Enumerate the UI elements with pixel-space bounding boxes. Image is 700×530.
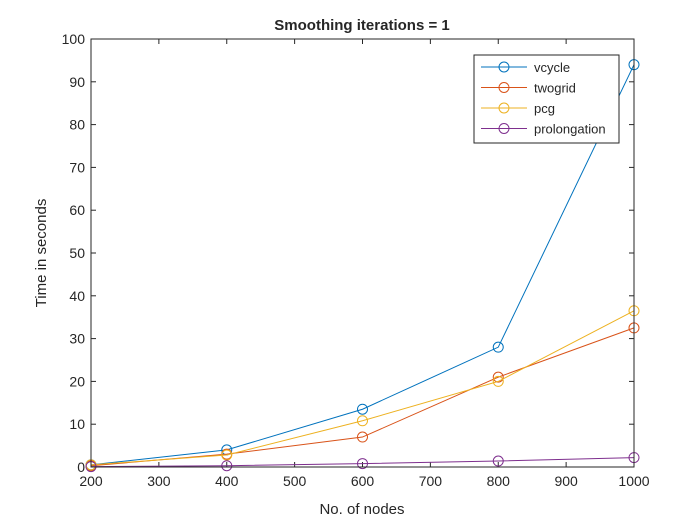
x-tick-label: 600 (351, 473, 375, 489)
y-tick-label: 50 (69, 245, 85, 261)
x-tick-label: 700 (419, 473, 443, 489)
series-prolongation (85, 452, 640, 473)
data-point-pcg (492, 375, 504, 387)
x-tick-label: 300 (147, 473, 171, 489)
x-tick-label: 500 (283, 473, 307, 489)
series-line-pcg (90, 310, 635, 466)
data-point-twogrid (492, 371, 504, 383)
legend-marker (498, 102, 510, 114)
series-line-vcycle (90, 64, 635, 466)
legend-label: twogrid (534, 81, 576, 96)
data-point-vcycle (492, 341, 504, 353)
legend-entry-vcycle: vcycle (481, 60, 570, 75)
x-tick-label: 900 (554, 473, 578, 489)
y-tick-label: 30 (69, 331, 85, 347)
chart-title: Smoothing iterations = 1 (274, 17, 449, 34)
legend-marker (498, 82, 510, 93)
y-tick-label: 10 (69, 416, 85, 432)
data-point-prolongation (357, 458, 368, 470)
legend-entry-prolongation: prolongation (481, 122, 606, 137)
y-tick-label: 20 (69, 373, 85, 389)
legend-marker (498, 123, 510, 134)
ticks-layer: 200 300 400 500 600 700 800 900 1000 0 10 20 30 40 50 6… (62, 31, 650, 489)
y-tick-label: 80 (69, 117, 85, 133)
legend-label: pcg (534, 101, 555, 116)
legend-entry-twogrid: twogrid (481, 81, 576, 96)
data-point-prolongation (492, 455, 504, 467)
y-tick-label: 0 (77, 459, 85, 475)
data-point-twogrid (357, 431, 368, 443)
y-tick-label: 40 (69, 288, 85, 304)
y-axis-label: Time in seconds (33, 199, 50, 308)
data-point-pcg (357, 415, 368, 427)
series-line-prolongation (90, 457, 635, 468)
data-point-pcg (221, 449, 233, 461)
legend: vcycle twogrid pcg prolongation (473, 54, 620, 144)
y-tick-label: 70 (69, 159, 85, 175)
x-tick-label: 400 (215, 473, 239, 489)
legend-label: prolongation (534, 122, 606, 137)
y-tick-label: 60 (69, 202, 85, 218)
x-tick-label: 200 (79, 473, 103, 489)
legend-marker (498, 61, 510, 73)
data-point-vcycle (357, 403, 368, 415)
y-tick-label: 100 (62, 31, 86, 47)
x-axis-label: No. of nodes (319, 501, 404, 518)
legend-entry-pcg: pcg (481, 101, 555, 116)
axes-box (90, 38, 635, 468)
x-tick-label: 1000 (618, 473, 649, 489)
series-layer (85, 59, 640, 473)
legend-label: vcycle (534, 60, 570, 75)
data-point-prolongation (221, 460, 233, 472)
y-tick-label: 90 (69, 74, 85, 90)
x-tick-label: 800 (487, 473, 511, 489)
